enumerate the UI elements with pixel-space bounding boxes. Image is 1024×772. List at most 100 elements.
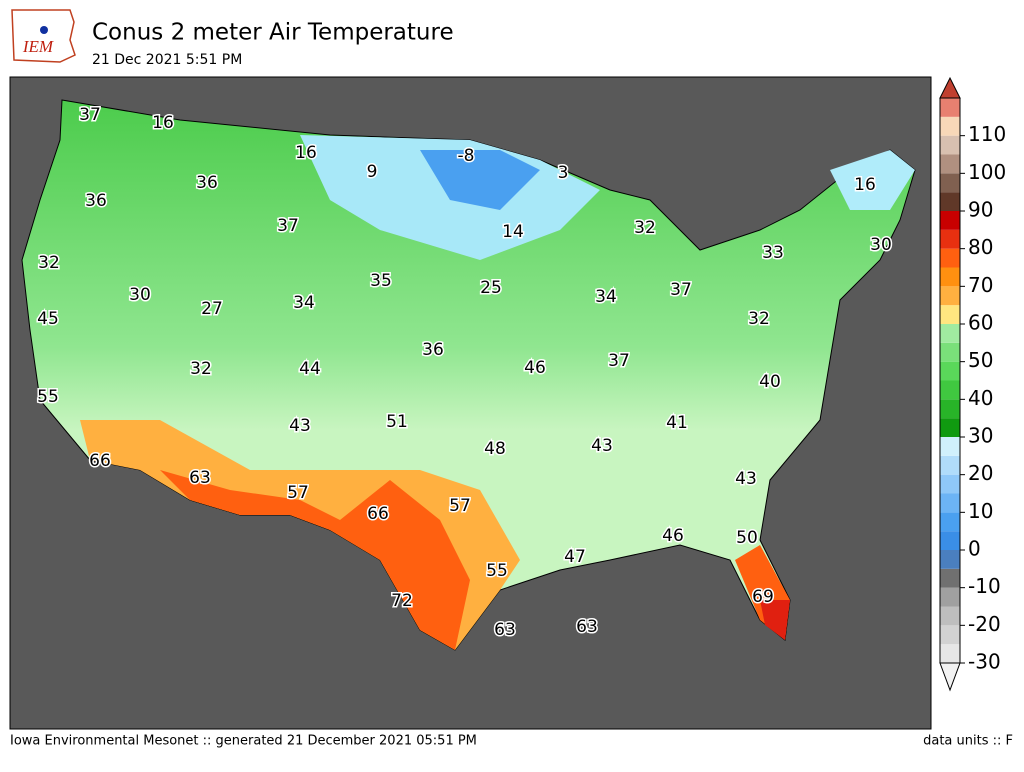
footer-right: data units :: F [923, 734, 1013, 749]
temperature-label: 33 [762, 243, 784, 263]
footer-left: Iowa Environmental Mesonet :: generated … [10, 734, 477, 749]
colorbar-bin [940, 211, 960, 230]
temperature-label: 32 [38, 253, 60, 273]
temperature-label: 37 [608, 351, 630, 371]
colorbar-tick-label: -20 [968, 612, 1001, 636]
temperature-label: 43 [289, 416, 311, 436]
colorbar-tick-label: -30 [968, 650, 1001, 674]
colorbar-tick-label: 70 [968, 273, 993, 297]
temperature-label: 46 [524, 358, 546, 378]
colorbar-extend-high [939, 76, 961, 99]
colorbar-bin [940, 305, 960, 324]
temperature-label: 55 [37, 387, 59, 407]
temperature-label: 51 [386, 412, 408, 432]
colorbar-tick-label: 90 [968, 198, 993, 222]
colorbar-bin [940, 324, 960, 343]
colorbar-bin [940, 342, 960, 362]
colorbar-tick-label: 80 [968, 235, 993, 259]
temperature-label: 36 [422, 340, 444, 360]
colorbar-tick-label: 40 [968, 386, 993, 410]
temperature-label: 14 [502, 222, 524, 242]
temperature-label: 40 [759, 372, 781, 392]
temperature-label: 43 [735, 469, 757, 489]
colorbar-bin [940, 531, 960, 550]
temperature-label: 37 [79, 105, 101, 125]
temperature-label: 47 [564, 547, 586, 567]
temperature-label: 41 [666, 413, 688, 433]
map-land [21, 99, 916, 651]
temperature-label: 72 [391, 591, 413, 611]
temperature-label: 16 [854, 175, 876, 195]
temperature-label: 50 [736, 528, 758, 548]
colorbar-bin [940, 606, 960, 626]
temperature-label: 43 [591, 436, 613, 456]
temperature-label: 55 [486, 561, 508, 581]
colorbar-extend-low [939, 662, 961, 692]
colorbar-outline [939, 97, 961, 664]
colorbar: -30 -20 -10 0 10 20 30 40 50 60 70 80 90 100 110 [939, 76, 1006, 692]
colorbar-bin [940, 455, 960, 475]
temperature-label: 34 [293, 293, 315, 313]
temperature-label: 44 [299, 359, 321, 379]
colorbar-bin [940, 437, 960, 456]
temperature-label: 30 [870, 235, 892, 255]
colorbar-bin [940, 248, 960, 268]
colorbar-bin [940, 116, 960, 136]
map-labels: 37 16 16 9 -8 3 16 36 36 37 14 32 33 30 32 30 35 25 34 37 27… [36, 104, 894, 642]
colorbar-bin [940, 644, 960, 663]
temperature-label: 37 [277, 216, 299, 236]
temperature-label: 63 [494, 620, 516, 640]
colorbar-tick-label: 30 [968, 424, 993, 448]
temperature-label: 66 [89, 451, 111, 471]
colorbar-bin [940, 286, 960, 306]
colorbar-bin [940, 587, 960, 607]
colorbar-tick-label: 110 [968, 122, 1006, 146]
colorbar-tick-label: 20 [968, 461, 993, 485]
temperature-label: 36 [196, 173, 218, 193]
temperature-label: 57 [449, 496, 471, 516]
temperature-label: 66 [367, 504, 389, 524]
temperature-label: 16 [295, 143, 317, 163]
temperature-label: 63 [189, 468, 211, 488]
temperature-label: 32 [190, 359, 212, 379]
colorbar-tick-label: 0 [968, 537, 981, 561]
logo-text: IEM [22, 37, 54, 56]
colorbar-bin [940, 512, 960, 532]
temperature-label: 35 [370, 271, 392, 291]
colorbar-tick-label: 10 [968, 499, 993, 523]
colorbar-bin [940, 493, 960, 513]
colorbar-bin [940, 98, 960, 117]
colorbar-bin [940, 229, 960, 249]
temperature-label: 57 [287, 483, 309, 503]
colorbar-bin [940, 418, 960, 437]
logo: IEM [11, 9, 76, 63]
colorbar-bin [940, 361, 960, 381]
temperature-label: 37 [670, 280, 692, 300]
temperature-label: 46 [662, 526, 684, 546]
temperature-label: 9 [367, 162, 378, 182]
temperature-label: 27 [201, 299, 223, 319]
temperature-label: 30 [129, 285, 151, 305]
temperature-label: 25 [480, 278, 502, 298]
colorbar-bin [940, 474, 960, 494]
colorbar-bin [940, 380, 960, 400]
temperature-label: 45 [37, 309, 59, 329]
colorbar-bin [940, 173, 960, 193]
colorbar-tick-label: 100 [968, 160, 1006, 184]
colorbar-bin [940, 192, 960, 211]
colorbar-bin [940, 625, 960, 645]
temperature-label: 48 [484, 439, 506, 459]
temperature-label: 63 [576, 617, 598, 637]
subtitle: 21 Dec 2021 5:51 PM [92, 52, 242, 68]
colorbar-tick-label: 60 [968, 311, 993, 335]
temperature-label: 32 [634, 218, 656, 238]
colorbar-tick-label: -10 [968, 574, 1001, 598]
colorbar-bin [940, 135, 960, 155]
temperature-label: -8 [458, 146, 475, 166]
temperature-label: 3 [558, 163, 569, 183]
colorbar-tick-label: 50 [968, 348, 993, 372]
temperature-label: 16 [152, 113, 174, 133]
title: Conus 2 meter Air Temperature [92, 20, 454, 46]
